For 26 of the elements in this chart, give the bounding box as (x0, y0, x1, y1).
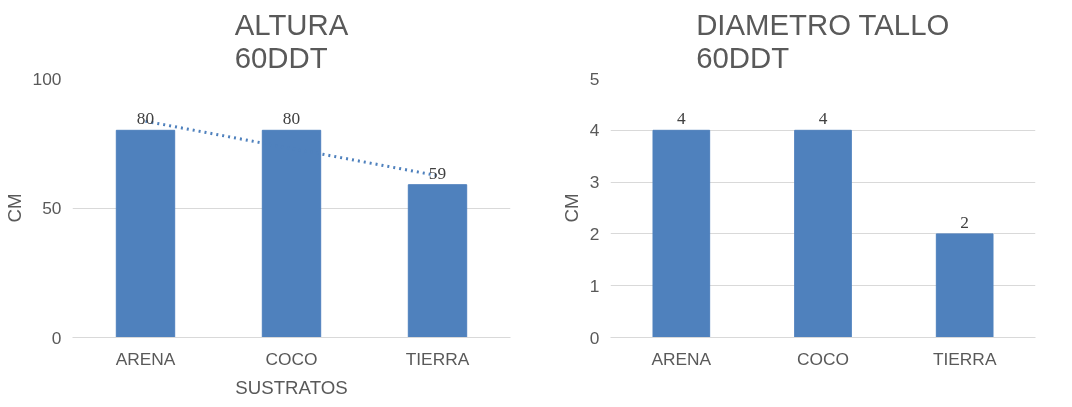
x-tick-label: COCO (797, 348, 850, 369)
y-tick-label: 2 (589, 223, 600, 244)
y-tick-label: 0 (589, 327, 600, 348)
x-tick-label: COCO (265, 348, 318, 369)
x-axis-title: SUSTRATOS (235, 376, 348, 398)
data-label: 80 (282, 109, 301, 129)
y-axis-title: CM (560, 193, 582, 223)
data-label: 2 (960, 212, 970, 232)
data-label: 80 (136, 109, 155, 129)
y-tick-label: 100 (32, 68, 62, 89)
y-tick-label: 5 (589, 68, 600, 89)
data-label: 59 (428, 163, 447, 183)
x-tick-label: ARENA (115, 348, 176, 369)
chart-title: DIAMETRO TALLO 60DDT (696, 7, 950, 74)
x-tick-label: TIERRA (405, 348, 470, 369)
y-tick-label: 50 (42, 198, 62, 218)
y-tick-label: 4 (589, 120, 600, 141)
y-axis-title: CM (3, 193, 25, 223)
x-tick-label: TIERRA (932, 348, 997, 369)
chart-title: ALTURA 60DDT (234, 7, 349, 74)
data-label: 4 (677, 109, 686, 129)
x-tick-label: ARENA (651, 348, 712, 369)
data-label: 4 (818, 109, 828, 129)
y-tick-label: 1 (589, 275, 600, 296)
y-tick-label: 3 (589, 172, 600, 193)
y-tick-label: 0 (51, 327, 62, 348)
